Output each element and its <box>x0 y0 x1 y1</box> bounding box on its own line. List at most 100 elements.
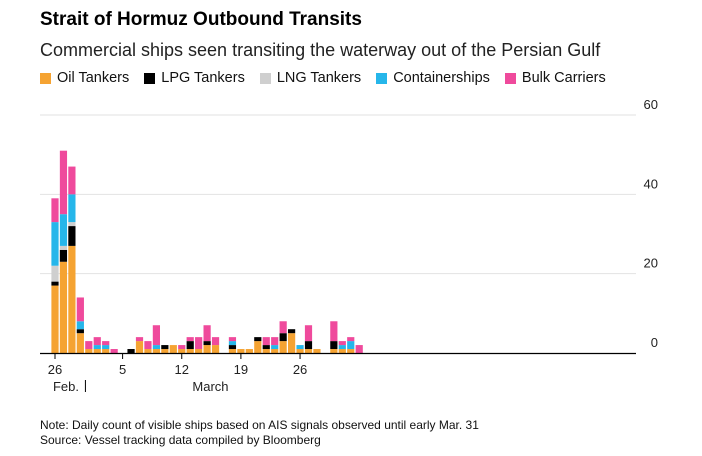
bar-segment <box>186 341 194 350</box>
bar-segment <box>279 341 287 353</box>
bar-segment <box>59 150 68 215</box>
bar-segment <box>76 321 84 330</box>
legend-label: LNG Tankers <box>276 70 362 86</box>
bar-segment <box>228 341 237 346</box>
bar-segment <box>338 345 346 350</box>
bar-segment <box>161 345 169 350</box>
bar-segment <box>347 349 355 353</box>
bar-segment <box>93 337 101 346</box>
bar-segment <box>51 281 59 286</box>
legend-item: LNG Tankers <box>259 70 362 86</box>
bar-segment <box>152 345 160 350</box>
bar-segment <box>68 226 76 246</box>
bar-segment <box>254 341 262 353</box>
x-tick-label: 12 <box>175 362 189 377</box>
bar-segment <box>288 333 296 353</box>
bar-segment <box>59 214 68 246</box>
bar-segment <box>186 349 194 353</box>
legend-label: Containerships <box>393 70 490 86</box>
month-label: Feb. <box>53 379 79 394</box>
bar-segment <box>330 349 338 353</box>
bar-segment <box>237 349 245 353</box>
legend-item: LPG Tankers <box>144 70 245 86</box>
month-label: March <box>192 379 228 394</box>
bar-segment <box>144 341 152 350</box>
bar-segment <box>304 325 313 342</box>
x-tick-label: 26 <box>293 362 307 377</box>
bar-segment <box>51 285 59 353</box>
bar-segment <box>152 325 160 346</box>
bar-segment <box>93 349 101 353</box>
bar-segment <box>254 337 262 342</box>
bar-segment <box>68 166 76 195</box>
bar-segment <box>93 345 101 350</box>
y-tick-label: 60 <box>644 97 658 112</box>
bar-segment <box>51 198 59 223</box>
bar-segment <box>355 345 363 353</box>
bar-segment <box>68 194 76 223</box>
bar-segment <box>135 337 144 342</box>
bar-segment <box>85 349 93 353</box>
bar-segment <box>195 337 203 350</box>
bar-segment <box>347 337 355 342</box>
bar-segment <box>110 349 118 353</box>
bar-segment <box>271 349 279 353</box>
bar-segment <box>59 245 68 250</box>
bar-segment <box>279 321 287 334</box>
bar-segment <box>330 341 338 350</box>
bar-segment <box>76 329 84 334</box>
bar-segment <box>313 349 321 353</box>
x-tick-label: 19 <box>234 362 248 377</box>
bar-segment <box>347 341 355 350</box>
legend-swatch <box>376 72 388 84</box>
bar-segment <box>85 341 93 350</box>
bar-segment <box>228 337 237 342</box>
bar-segment <box>330 321 338 342</box>
bar-segment <box>178 349 186 353</box>
legend-swatch <box>40 72 51 84</box>
bar-segment <box>59 249 68 262</box>
bar-segment <box>59 261 68 353</box>
y-tick-label: 0 <box>651 335 658 350</box>
bar-segment <box>51 265 59 282</box>
x-tick-label: 5 <box>119 362 126 377</box>
bar-segment <box>76 297 84 322</box>
bar-segment <box>76 333 84 353</box>
legend-swatch <box>144 72 156 84</box>
chart-subtitle: Commercial ships seen transiting the wat… <box>40 40 601 60</box>
bar-segment <box>211 337 220 346</box>
bar-segment <box>127 349 135 353</box>
bar-segment <box>228 345 237 350</box>
bar-segment <box>195 349 203 353</box>
bar-segment <box>68 222 76 227</box>
bar-segment <box>262 337 270 346</box>
bar-segment <box>262 349 270 353</box>
bar-segment <box>271 337 279 346</box>
y-tick-label: 20 <box>644 256 658 271</box>
y-tick-label: 40 <box>644 176 658 191</box>
bar-segment <box>288 329 296 334</box>
legend-item: Bulk Carriers <box>504 70 606 86</box>
bar-segment <box>211 345 220 353</box>
bar-segment <box>271 345 279 350</box>
legend-label: Bulk Carriers <box>521 70 606 86</box>
bar-segment <box>338 349 346 353</box>
bar-segment <box>102 345 110 350</box>
bar-segment <box>304 341 313 350</box>
bar-segment <box>245 349 253 353</box>
bar-segment <box>51 222 59 266</box>
bar-segment <box>178 345 186 350</box>
bar-segment <box>203 345 211 353</box>
legend-label: LPG Tankers <box>161 70 245 86</box>
chart-title: Strait of Hormuz Outbound Transits <box>40 9 362 30</box>
legend-item: Containerships <box>376 70 490 86</box>
bar-segment <box>228 349 237 353</box>
bar-segment <box>102 341 110 346</box>
legend-swatch <box>504 72 516 84</box>
bar-segment <box>304 349 313 353</box>
bar-segment <box>203 325 211 342</box>
bar-segment <box>135 341 144 353</box>
bar-segment <box>186 337 194 342</box>
x-tick-label: 26 <box>48 362 62 377</box>
